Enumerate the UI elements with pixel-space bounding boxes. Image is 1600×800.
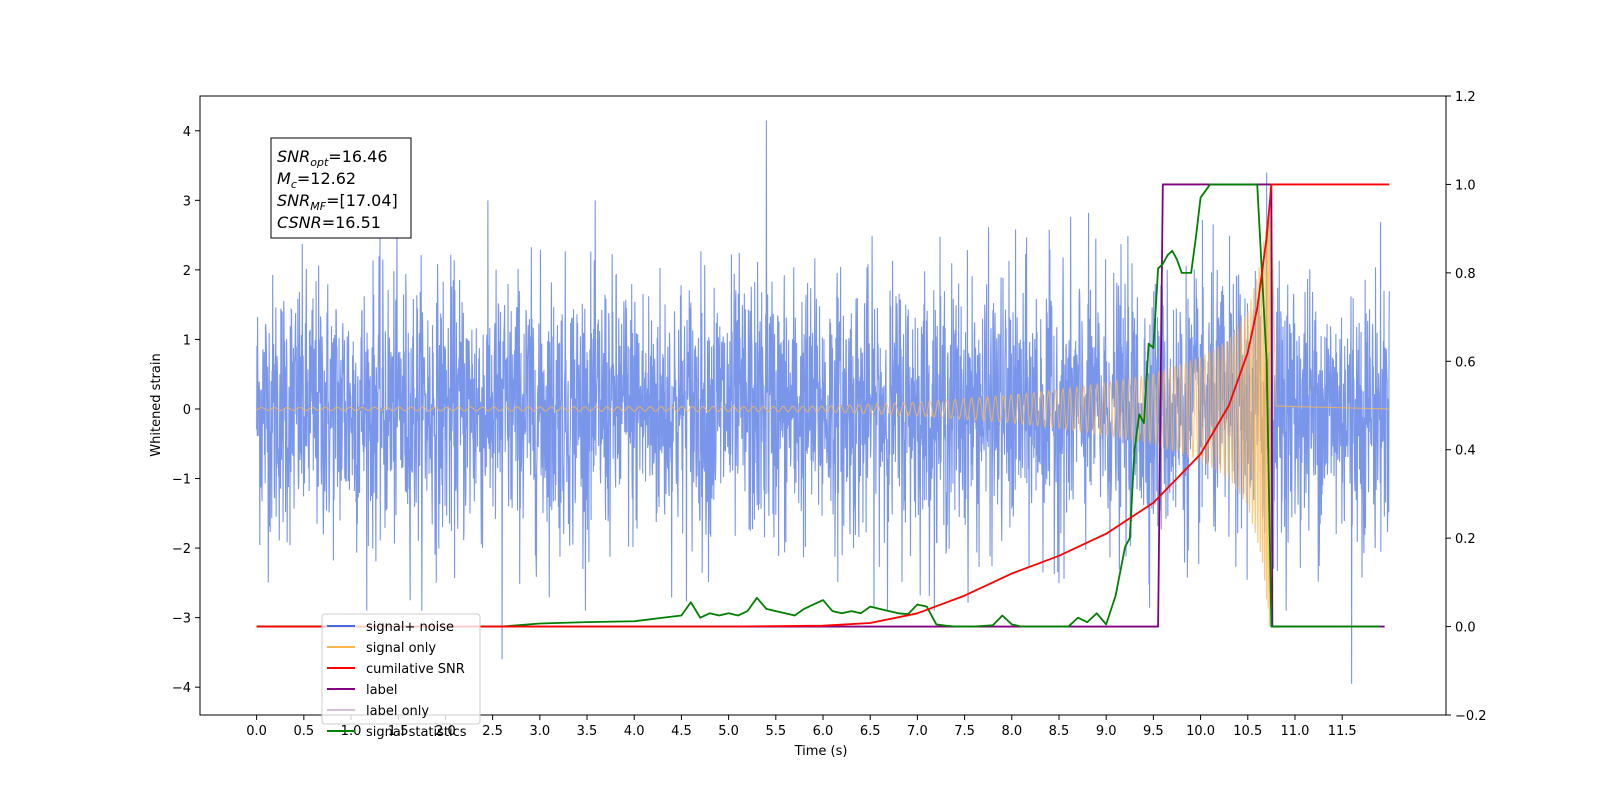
x-tick-label: 4.0 (624, 724, 645, 739)
annotation-frame (270, 137, 412, 239)
x-tick-label: 0.0 (246, 724, 267, 739)
legend-frame (321, 613, 481, 725)
y-tick-label: 0 (183, 403, 191, 418)
x-tick-label: 8.0 (1001, 724, 1022, 739)
y2-tick-label: 0.0 (1455, 621, 1476, 636)
y2-tick-label: 1.2 (1455, 90, 1476, 105)
x-tick-label: 11.5 (1328, 724, 1357, 739)
annotation-box: SNRopt=16.46Mc=12.62SNRMF=[17.04]CSNR=16… (270, 137, 412, 239)
y-tick-label: 1 (183, 333, 191, 348)
x-tick-label: 1.5 (388, 724, 409, 739)
y-tick-label: −2 (172, 542, 191, 557)
y-tick-label: −3 (172, 612, 191, 627)
x-axis-ticks: 0.0 0.5 1.0 1.5 2.0 2.5 3.0 3.5 4.0 4.5 5.0 5.5 6.0 6… (246, 715, 1357, 739)
series-cumulative-snr (256, 183, 1390, 628)
x-tick-label: 11.0 (1280, 724, 1309, 739)
legend: signal+ noise signal only cumilative SNR la… (321, 613, 481, 740)
y2-tick-label: −0.2 (1455, 709, 1487, 724)
x-tick-label: 10.0 (1186, 724, 1215, 739)
legend-entry-label: label (366, 683, 397, 698)
annotation-line: SNRMF=[17.04] (277, 191, 398, 213)
y-axis-label: Whitened strain (149, 353, 164, 456)
x-tick-label: 5.0 (718, 724, 739, 739)
legend-entry-label: signal+ noise (366, 620, 454, 635)
x-tick-label: 2.0 (435, 724, 456, 739)
x-axis-label: Time (s) (794, 744, 848, 759)
legend-entry-label: label only (366, 704, 429, 719)
y2-tick-label: 0.8 (1455, 267, 1476, 282)
x-tick-label: 10.5 (1233, 724, 1262, 739)
x-tick-label: 9.0 (1096, 724, 1117, 739)
x-tick-label: 4.5 (671, 724, 692, 739)
annotation-line: SNRopt=16.46 (277, 147, 388, 169)
x-tick-label: 3.0 (529, 724, 550, 739)
y2-axis-ticks: −0.2 0.0 0.2 0.4 0.6 0.8 1.0 1.2 (1446, 90, 1487, 724)
y-axis-ticks: −4 −3 −2 −1 0 1 2 3 4 (172, 125, 200, 696)
y-tick-label: 2 (183, 264, 191, 279)
x-tick-label: 7.0 (907, 724, 928, 739)
y2-tick-label: 0.6 (1455, 355, 1476, 370)
y-tick-label: 4 (183, 125, 191, 140)
y2-tick-label: 0.2 (1455, 532, 1476, 547)
x-tick-label: 2.5 (482, 724, 503, 739)
y2-tick-label: 1.0 (1455, 178, 1476, 193)
y2-tick-label: 0.4 (1455, 444, 1476, 459)
series-signal-statistics (256, 183, 1380, 628)
annotation-line: Mc=12.62 (277, 169, 356, 191)
legend-entry-label: signal only (366, 641, 436, 656)
annotation-line: CSNR=16.51 (277, 213, 381, 232)
x-tick-label: 8.5 (1049, 724, 1070, 739)
legend-entry-label: cumilative SNR (366, 662, 465, 677)
x-tick-label: 3.5 (577, 724, 598, 739)
x-tick-label: 7.5 (954, 724, 975, 739)
x-tick-label: 5.5 (765, 724, 786, 739)
x-tick-label: 6.0 (813, 724, 834, 739)
x-tick-label: 6.5 (860, 724, 881, 739)
y-tick-label: −4 (172, 681, 191, 696)
legend-entry-label: signal statistics (366, 725, 467, 740)
series-signal-only (256, 186, 1390, 626)
x-tick-label: 9.5 (1143, 724, 1164, 739)
series-layer (256, 120, 1390, 684)
y-tick-label: −1 (172, 473, 191, 488)
y-tick-label: 3 (183, 194, 191, 209)
x-tick-label: 0.5 (293, 724, 314, 739)
